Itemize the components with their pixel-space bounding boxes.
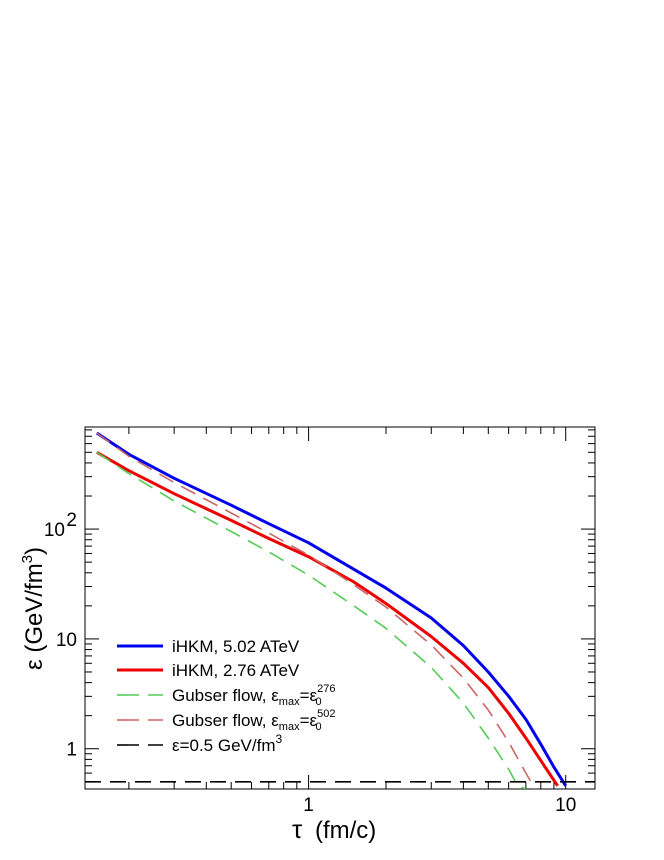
x-axis-title-unit: (fm/c) [315, 817, 376, 844]
series-group [85, 433, 595, 789]
y-axis-title-close: ) [21, 547, 48, 555]
x-axis-title-main: τ [292, 814, 303, 844]
legend: iHKM, 5.02 ATeV iHKM, 2.76 ATeV Gubser flo… [117, 637, 335, 755]
plot-frame [85, 427, 595, 789]
x-axis-ticks [129, 427, 566, 789]
series-line-0 [97, 433, 566, 786]
y-tick-label-exponent: 2 [66, 510, 77, 531]
x-tick-label: 10 [555, 795, 576, 816]
legend-label-1: iHKM, 2.76 ATeV [172, 661, 300, 680]
x-axis-title: τ (fm/c) [292, 814, 376, 844]
x-axis-tick-labels: 1 10 [303, 795, 576, 816]
y-axis-title-main: ε (GeV/fm [21, 563, 48, 670]
legend-label-2: Gubser flow, εmax=ε276 0 [172, 683, 335, 708]
y-tick-label: 10 [56, 630, 77, 651]
y-axis-title-sup: 3 [19, 555, 36, 563]
legend-label-3: Gubser flow, εmax=ε502 0 [172, 708, 335, 733]
y-tick-label: 10 [44, 520, 65, 541]
series-line-1 [97, 452, 558, 786]
y-axis-title: ε (GeV/fm3) [19, 547, 48, 670]
y-tick-label: 1 [66, 740, 77, 761]
legend-label-4: ε=0.5 GeV/fm3 [172, 732, 283, 755]
series-line-2 [97, 452, 526, 789]
legend-label-0: iHKM, 5.02 ATeV [172, 637, 300, 656]
x-tick-label: 1 [303, 795, 314, 816]
